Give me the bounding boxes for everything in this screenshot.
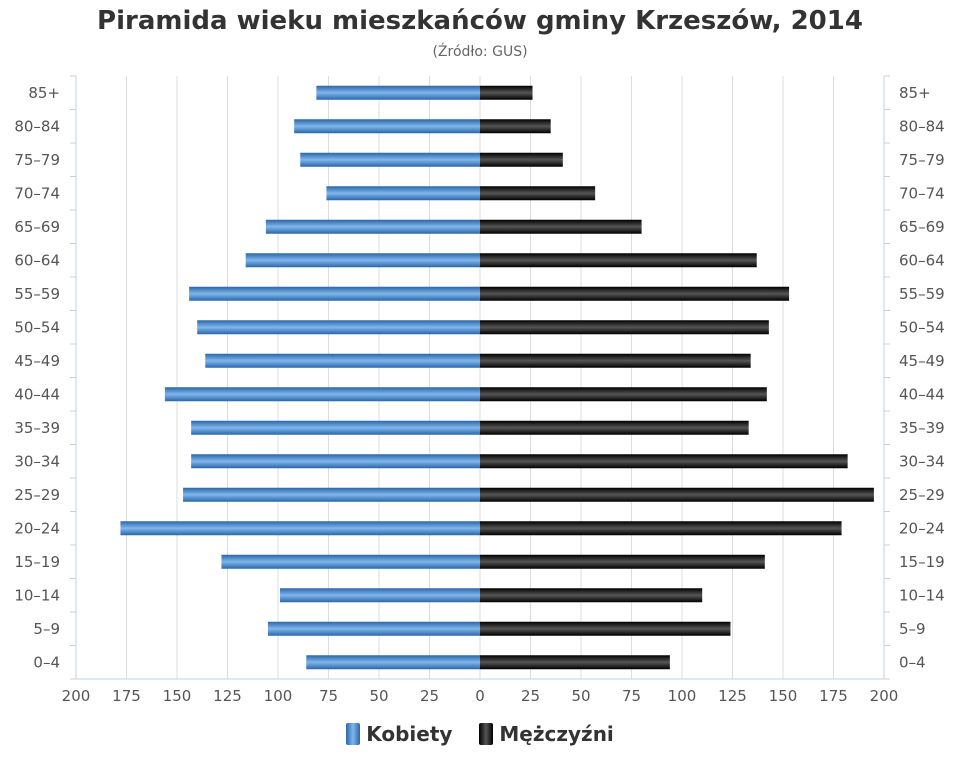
- y-tick-label-left: 85+: [28, 84, 60, 102]
- bar-male: [480, 85, 533, 100]
- bar-male: [480, 454, 848, 469]
- y-tick-label-left: 65–69: [14, 218, 60, 236]
- bar-female: [294, 119, 480, 134]
- y-tick-label-right: 0–4: [899, 653, 926, 671]
- bar-female: [191, 454, 480, 469]
- x-tick-label: 125: [213, 687, 242, 705]
- bar-female: [280, 588, 480, 603]
- bar-female: [316, 85, 480, 100]
- bar-female: [197, 320, 480, 335]
- legend-label-male: Mężczyźni: [499, 722, 614, 746]
- legend-swatch-male: [479, 723, 494, 745]
- bar-male: [480, 119, 551, 134]
- y-tick-label-right: 60–64: [899, 251, 945, 269]
- y-tick-label-left: 80–84: [14, 117, 60, 135]
- bar-male: [480, 387, 767, 402]
- y-tick-label-left: 75–79: [14, 151, 60, 169]
- bar-female: [326, 186, 480, 201]
- x-tick-label: 75: [622, 687, 641, 705]
- x-tick-label: 150: [769, 687, 798, 705]
- bar-female: [189, 286, 480, 301]
- bar-female: [120, 521, 480, 536]
- y-tick-label-right: 10–14: [899, 586, 945, 604]
- x-tick-label: 50: [369, 687, 388, 705]
- bar-female: [300, 152, 480, 167]
- bar-female: [306, 655, 480, 670]
- bar-male: [480, 521, 842, 536]
- y-tick-label-left: 70–74: [14, 184, 60, 202]
- x-tick-label: 25: [420, 687, 439, 705]
- y-tick-label-left: 15–19: [14, 553, 60, 571]
- legend-label-female: Kobiety: [366, 722, 453, 746]
- y-tick-label-right: 45–49: [899, 352, 945, 370]
- bar-male: [480, 286, 790, 301]
- chart-subtitle: (Źródło: GUS): [432, 44, 528, 60]
- bar-female: [191, 420, 480, 435]
- y-tick-label-left: 5–9: [33, 620, 60, 638]
- x-tick-label: 200: [870, 687, 899, 705]
- x-tick-label: 0: [475, 687, 485, 705]
- y-tick-label-right: 30–34: [899, 452, 945, 470]
- x-tick-label: 50: [571, 687, 590, 705]
- y-tick-label-left: 50–54: [14, 318, 60, 336]
- chart-title: Piramida wieku mieszkańców gminy Krzeszó…: [97, 6, 863, 36]
- bar-female: [245, 253, 480, 268]
- y-tick-label-right: 65–69: [899, 218, 945, 236]
- y-tick-label-left: 45–49: [14, 352, 60, 370]
- bar-male: [480, 152, 563, 167]
- x-tick-label: 200: [62, 687, 91, 705]
- y-tick-label-right: 25–29: [899, 486, 945, 504]
- x-tick-label: 75: [319, 687, 338, 705]
- bar-male: [480, 554, 765, 569]
- bar-female: [183, 487, 480, 502]
- bar-female: [205, 353, 480, 368]
- y-tick-label-left: 40–44: [14, 385, 60, 403]
- x-tick-label: 150: [163, 687, 192, 705]
- y-tick-label-right: 75–79: [899, 151, 945, 169]
- bar-male: [480, 588, 703, 603]
- bar-male: [480, 253, 757, 268]
- x-tick-label: 25: [521, 687, 540, 705]
- y-tick-label-left: 30–34: [14, 452, 60, 470]
- y-tick-label-left: 20–24: [14, 519, 60, 537]
- y-tick-label-right: 15–19: [899, 553, 945, 571]
- bar-male: [480, 655, 670, 670]
- bar-male: [480, 320, 769, 335]
- y-tick-label-right: 80–84: [899, 117, 945, 135]
- y-tick-label-right: 5–9: [899, 620, 926, 638]
- bar-male: [480, 621, 731, 636]
- x-tick-label: 175: [112, 687, 141, 705]
- y-tick-label-left: 25–29: [14, 486, 60, 504]
- legend-item-female[interactable]: Kobiety: [346, 722, 452, 746]
- x-tick-label: 100: [264, 687, 293, 705]
- bar-male: [480, 186, 596, 201]
- y-tick-label-left: 60–64: [14, 251, 60, 269]
- y-tick-label-left: 55–59: [14, 285, 60, 303]
- y-tick-label-left: 35–39: [14, 419, 60, 437]
- y-tick-label-right: 70–74: [899, 184, 945, 202]
- legend: Kobiety Mężczyźni: [0, 722, 960, 750]
- legend-item-male[interactable]: Mężczyźni: [479, 722, 614, 746]
- y-tick-label-left: 10–14: [14, 586, 60, 604]
- y-tick-label-right: 85+: [899, 84, 931, 102]
- y-tick-label-right: 55–59: [899, 285, 945, 303]
- bar-male: [480, 219, 642, 234]
- bar-female: [265, 219, 480, 234]
- bar-female: [164, 387, 480, 402]
- bar-male: [480, 353, 751, 368]
- x-tick-label: 100: [668, 687, 697, 705]
- legend-swatch-female: [346, 723, 361, 745]
- y-tick-label-right: 40–44: [899, 385, 945, 403]
- y-tick-label-right: 50–54: [899, 318, 945, 336]
- bar-male: [480, 420, 749, 435]
- bar-female: [267, 621, 480, 636]
- x-tick-label: 125: [718, 687, 747, 705]
- y-tick-label-right: 20–24: [899, 519, 945, 537]
- y-tick-label-right: 35–39: [899, 419, 945, 437]
- y-tick-label-left: 0–4: [33, 653, 60, 671]
- bar-male: [480, 487, 874, 502]
- x-tick-label: 175: [819, 687, 848, 705]
- bar-female: [221, 554, 480, 569]
